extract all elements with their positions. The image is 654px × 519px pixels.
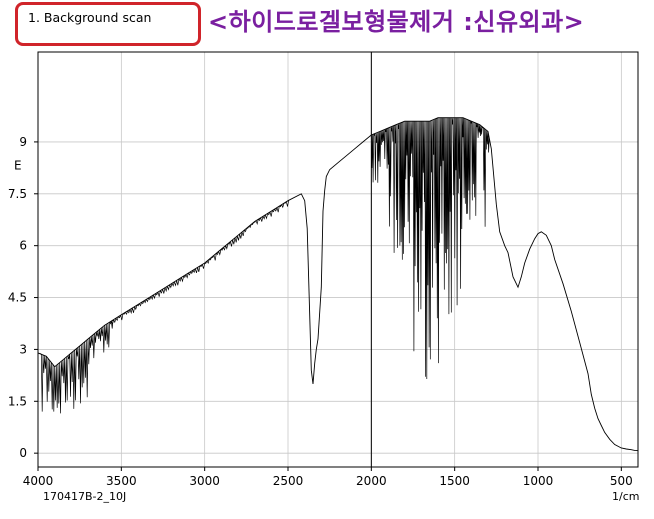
spectrum-noise-detail (39, 117, 490, 414)
x-tick-label: 4000 (23, 474, 54, 488)
y-axis-label: E (14, 159, 22, 173)
spectrum-noise-path (370, 117, 490, 380)
x-tick-label: 2500 (273, 474, 304, 488)
x-tick-label: 3000 (189, 474, 220, 488)
y-tick-label: 3 (19, 342, 27, 356)
spectrum-noise-path (39, 319, 114, 414)
x-tick-label: 500 (610, 474, 633, 488)
y-tick-label: 4.5 (8, 291, 27, 305)
y-tick-label: 0 (19, 446, 27, 460)
x-tick-label: 3500 (106, 474, 137, 488)
plot-frame (37, 51, 639, 468)
y-tick-label: 6 (19, 239, 27, 253)
x-tick-label: 1000 (523, 474, 554, 488)
chart-grid (37, 52, 638, 467)
background-scan-box: 1. Background scan (15, 2, 201, 46)
background-scan-label: 1. Background scan (28, 10, 152, 25)
y-tick-label: 1.5 (8, 394, 27, 408)
x-tick-label: 1500 (439, 474, 470, 488)
spectrum-noise-path (110, 200, 290, 326)
sample-id-label: 170417B-2_10J (43, 490, 126, 503)
y-tick-label: 7.5 (8, 187, 27, 201)
x-tick-label: 2000 (356, 474, 387, 488)
spectrum-series-line (37, 117, 639, 452)
x-axis-label: 1/cm (612, 490, 639, 503)
y-tick-label: 9 (19, 135, 27, 149)
y-axis-ticks: 0 1.5 3 4.5 6 7.5 9 (8, 135, 38, 460)
page-title: <하이드로겔보형물제거 :신유외과> (208, 8, 585, 36)
x-axis-ticks: 4000 3500 3000 2500 2000 1500 1000 500 (23, 467, 633, 488)
